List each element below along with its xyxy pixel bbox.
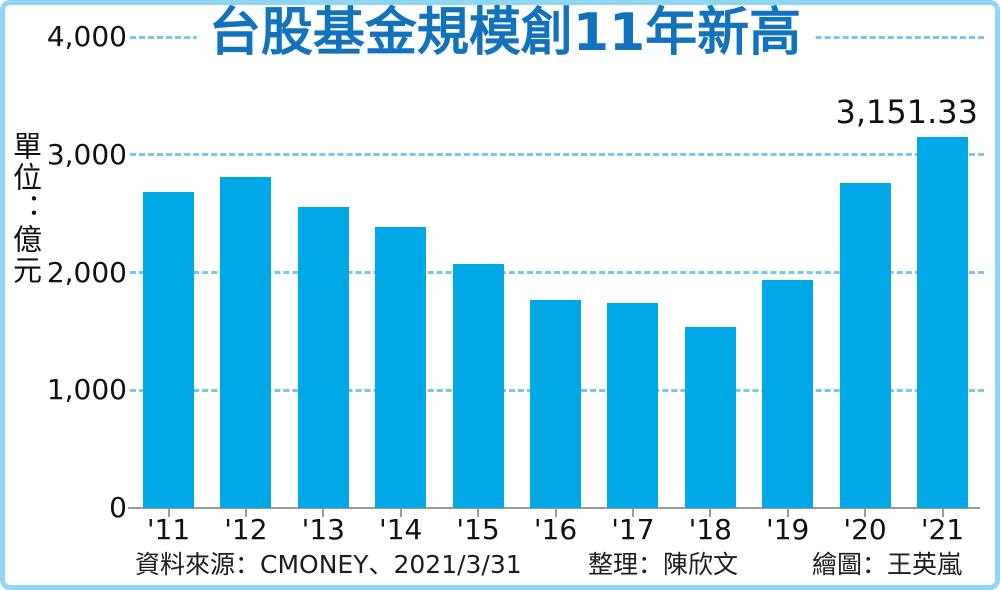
y-axis-unit-label: 單位：億元 <box>8 131 43 286</box>
credit-source: 資料來源：CMONEY、2021/3/31 <box>135 550 522 579</box>
x-axis-tick-11 <box>167 509 170 517</box>
x-axis-tick-16 <box>554 509 557 517</box>
x-tick-label-11: '11 <box>146 513 191 546</box>
x-axis-line <box>128 507 980 509</box>
x-tick-label-14: '14 <box>379 513 423 546</box>
x-axis-tick-12 <box>244 509 247 517</box>
x-axis-tick-20 <box>864 509 867 517</box>
chart-title: 台股基金規模創11年新高 <box>196 1 814 66</box>
y-tick-label-2000: 2,000 <box>46 255 127 289</box>
x-tick-label-18: '18 <box>688 513 732 546</box>
x-tick-label-20: '20 <box>843 513 887 546</box>
x-tick-label-13: '13 <box>301 513 345 546</box>
y-tick-label-3000: 3,000 <box>46 137 127 171</box>
x-tick-label-17: '17 <box>611 513 655 546</box>
y-tick-label-1000: 1,000 <box>46 373 127 407</box>
x-axis-tick-19 <box>786 509 789 517</box>
x-axis-tick-13 <box>322 509 325 517</box>
bar-13 <box>297 207 349 508</box>
x-tick-label-21: '21 <box>920 513 965 546</box>
credit-illustrator: 繪圖：王英嵐 <box>812 550 963 579</box>
y-tick-label-4000: 4,000 <box>46 20 127 53</box>
x-tick-label-16: '16 <box>533 513 578 546</box>
bar-21 <box>917 136 968 508</box>
gridline-2000 <box>130 271 984 274</box>
x-axis-tick-17 <box>631 509 634 517</box>
x-axis-tick-21 <box>941 509 944 517</box>
credit-editor: 整理：陳欣文 <box>588 550 739 579</box>
bar-11 <box>143 192 194 508</box>
bar-20 <box>839 183 891 508</box>
bar-18 <box>684 326 736 508</box>
x-tick-label-12: '12 <box>224 513 268 546</box>
gridline-3000 <box>130 153 984 157</box>
x-axis-tick-18 <box>709 509 712 517</box>
x-tick-label-15: '15 <box>456 513 500 546</box>
x-tick-label-19: '19 <box>766 513 810 546</box>
x-axis-tick-14 <box>399 509 402 517</box>
bar-19 <box>762 279 814 508</box>
bar-15 <box>452 264 504 508</box>
bar-12 <box>220 177 272 508</box>
bar-16 <box>530 300 581 508</box>
bar-17 <box>607 302 659 508</box>
peak-value-label: 3,151.33 <box>835 93 979 131</box>
bar-14 <box>375 227 427 508</box>
x-axis-tick-15 <box>477 509 480 517</box>
y-tick-label-0: 0 <box>109 491 127 524</box>
